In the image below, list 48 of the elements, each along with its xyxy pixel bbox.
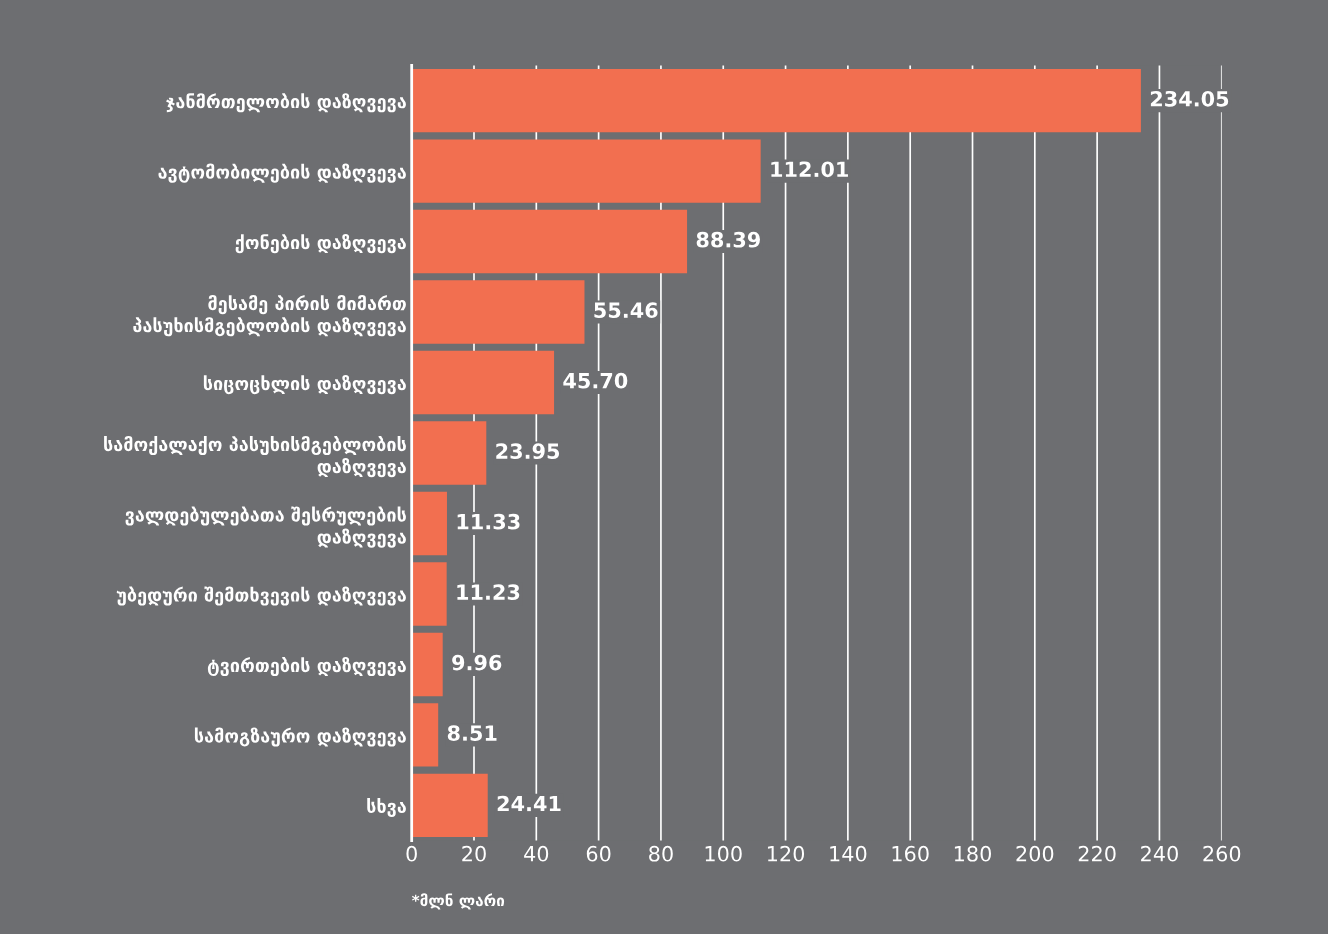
y-tick-label: უბედური შემთხვევის დაზღვევა [116,586,406,606]
y-tick-label: ქონების დაზღვევა [235,234,406,254]
data-label: 8.51 [447,725,497,741]
data-label: 234.05 [1150,90,1229,107]
bar [411,421,487,485]
x-tick-label: 260 [1203,845,1241,862]
data-label: 9.96 [452,654,502,671]
x-tick-label: 20 [462,845,486,862]
data-label: 88.39 [696,231,760,248]
y-tick-label: სხვა [367,797,406,817]
x-tick-label: 100 [705,845,742,862]
x-tick-label: 40 [524,845,549,862]
x-tick-label: 200 [1016,845,1054,862]
bar [411,773,488,838]
x-tick-label: 80 [649,845,673,862]
x-tick-label: 140 [830,845,867,862]
x-tick-label: 60 [586,845,611,862]
text: *მლნ ლარი [411,893,505,910]
data-label: 45.70 [563,372,628,389]
bar [411,562,447,626]
bar [411,632,443,697]
y-tick-label: სამოქალაქო პასუხისმგებლობის დაზღვევა [104,435,406,478]
bar [411,491,447,556]
data-label: 55.46 [594,302,658,319]
data-label: 24.41 [497,795,561,812]
y-tick-label: ავტომობილების დაზღვევა [158,163,406,183]
bar [411,280,585,344]
data-label: 11.33 [457,513,520,530]
x-tick-label: 160 [892,845,929,862]
bar [411,209,688,274]
y-tick-label: სამოგზაურო დაზღვევა [194,727,406,747]
y-tick-label: ჯანმრთელობის დაზღვევა [166,93,406,113]
y-tick-label: მესამე პირის მიმართ პასუხისმგებლობის დაზღვევა [133,294,406,337]
x-tick-label: 0 [406,845,417,862]
data-label: 11.23 [457,584,520,600]
y-tick-label: ტვირთების დაზღვევა [207,656,406,677]
y-tick-label: ვალდებულებათა შესრულების დაზღვევა [125,506,406,548]
x-tick-label: 180 [954,845,991,862]
bar [411,350,555,415]
bar [411,68,1141,133]
x-tick-label: 240 [1141,845,1178,862]
bar [411,139,761,203]
bar [411,703,439,767]
data-label: 112.01 [771,161,848,178]
y-tick-label: სიცოცხლის დაზღვევა [203,375,406,395]
x-tick-label: 220 [1078,845,1116,862]
x-tick-label: 120 [767,845,805,862]
data-label: 23.95 [496,443,560,460]
